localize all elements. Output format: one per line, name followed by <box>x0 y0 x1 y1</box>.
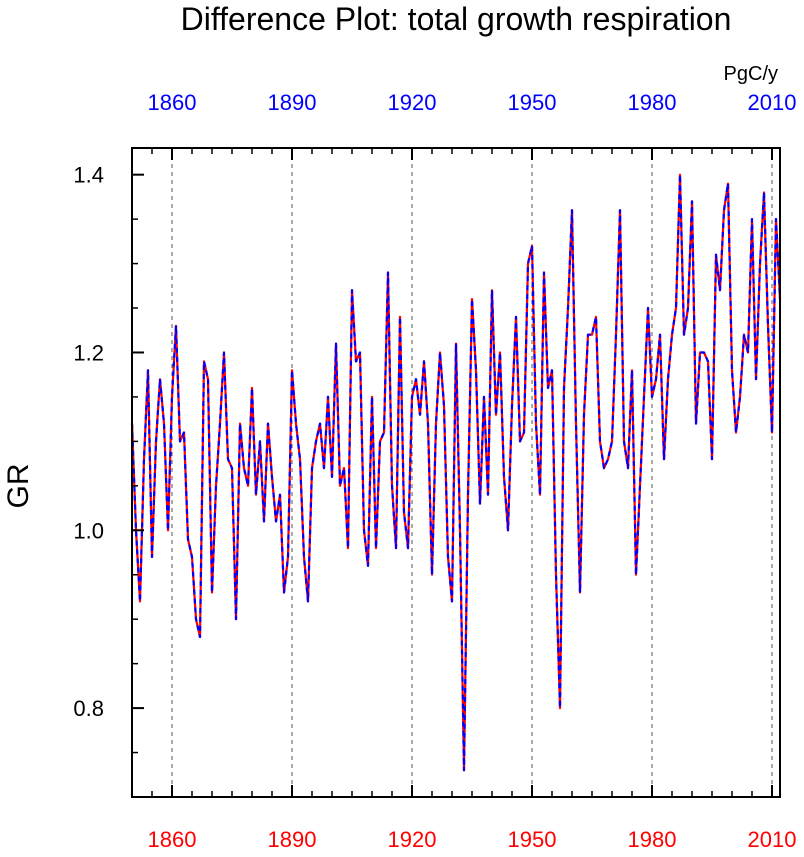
y-axis-label: GR <box>2 464 35 509</box>
x-tick-label-bottom: 1920 <box>388 827 437 852</box>
y-tick-label: 1.2 <box>73 340 104 365</box>
x-tick-label-top: 2010 <box>748 90 797 115</box>
y-tick-label: 1.0 <box>73 518 104 543</box>
tick-layer <box>131 148 773 798</box>
x-tick-label-bottom: 1860 <box>148 827 197 852</box>
x-tick-label-bottom: 1950 <box>508 827 557 852</box>
chart-title: Difference Plot: total growth respiratio… <box>181 1 732 37</box>
x-tick-label-bottom: 1890 <box>268 827 317 852</box>
label-layer: 1860 1860 1890 1890 1920 1920 1950 1950 1980 1980… <box>73 90 796 852</box>
series-line-red <box>130 173 782 772</box>
x-tick-label-bottom: 2010 <box>748 827 797 852</box>
x-tick-label-top: 1980 <box>628 90 677 115</box>
x-tick-label-top: 1890 <box>268 90 317 115</box>
y-tick-label: 0.8 <box>73 696 104 721</box>
plot-frame <box>131 147 781 798</box>
x-tick-label-top: 1950 <box>508 90 557 115</box>
x-tick-label-top: 1920 <box>388 90 437 115</box>
series-layer <box>130 173 782 772</box>
units-label: PgC/y <box>724 63 778 85</box>
x-tick-label-top: 1860 <box>148 90 197 115</box>
y-tick-label: 1.4 <box>73 163 104 188</box>
x-tick-label-bottom: 1980 <box>628 827 677 852</box>
